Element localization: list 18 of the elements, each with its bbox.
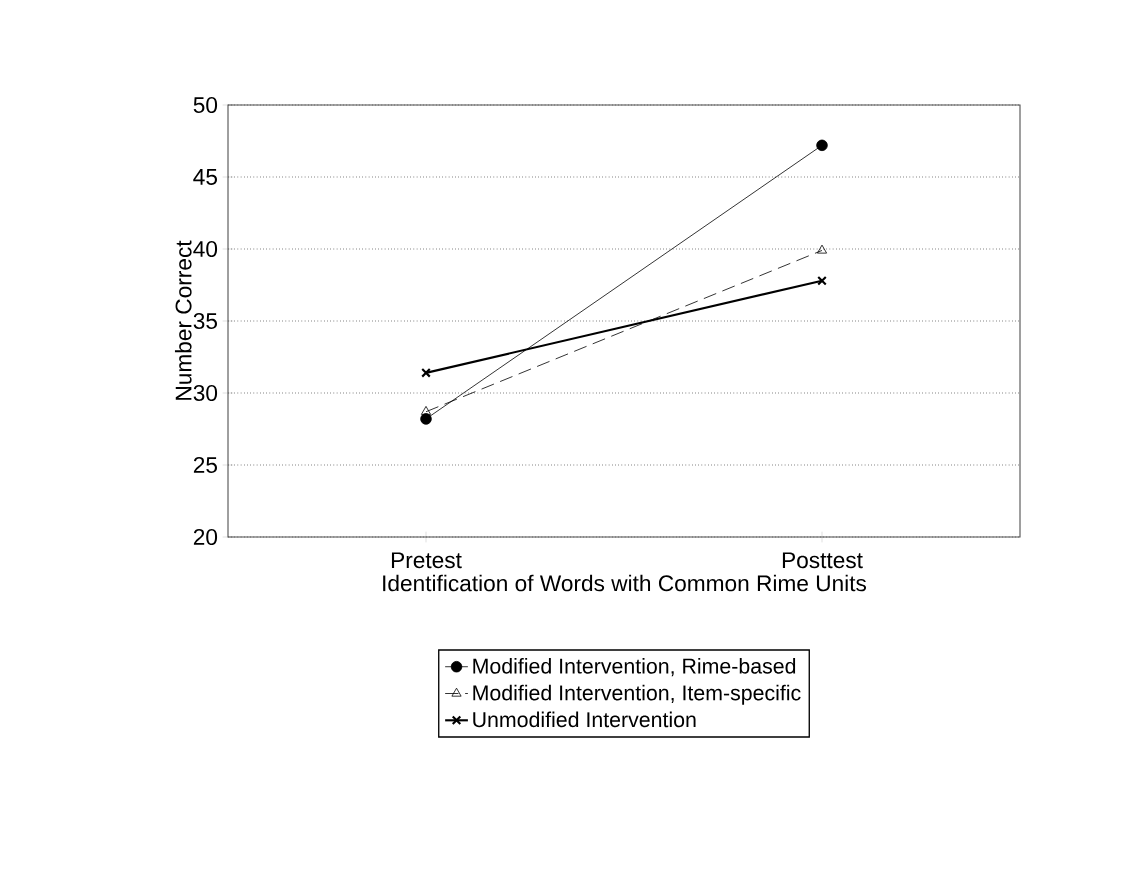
- y-axis-title: Number Correct: [174, 240, 192, 400]
- y-tick-label: 40: [193, 240, 218, 258]
- y-tick-label: 20: [193, 528, 218, 546]
- y-tick-label: 35: [193, 312, 217, 330]
- point: [817, 275, 827, 286]
- x-axis-title: Identification of Words with Common Rime Units: [383, 574, 867, 592]
- point: [420, 413, 432, 425]
- legend-label: Modified Intervention, Rime-based: [473, 658, 796, 677]
- y-tick-label: 45: [193, 169, 217, 185]
- y-tick-label: 50: [193, 96, 218, 114]
- x-tick-label: Pretest: [391, 552, 462, 569]
- y-tick-label: 25: [193, 456, 217, 474]
- legend-label: Unmodified Intervention: [473, 711, 696, 728]
- x-tick-label: Posttest: [782, 552, 863, 569]
- y-tick-label: 30: [193, 384, 218, 402]
- point: [421, 368, 431, 378]
- legend-label: Modified Intervention, Item-specific: [473, 684, 801, 705]
- point: [816, 139, 828, 152]
